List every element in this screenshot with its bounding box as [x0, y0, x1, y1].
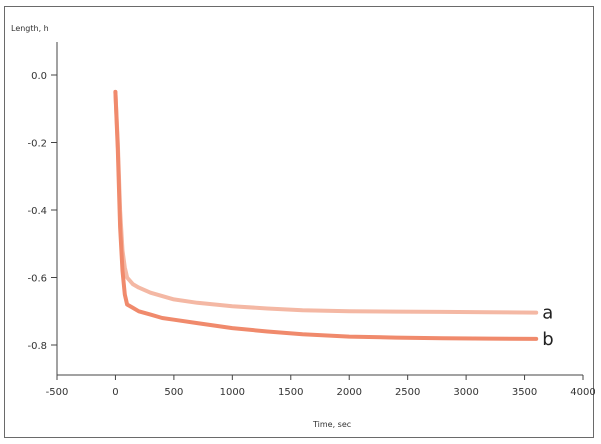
series-label-b: b — [542, 329, 553, 350]
x-tick-label: 1000 — [220, 387, 245, 398]
y-tick-label: -0.4 — [27, 206, 47, 217]
x-axis-label: Time, sec — [312, 420, 351, 429]
x-tick-label: 500 — [164, 387, 183, 398]
line-chart: Length, h Time, sec -500 0 500 1000 1500 2000… — [11, 24, 595, 429]
chart-frame: Length, h Time, sec -500 0 500 1000 1500 2000… — [4, 6, 595, 438]
x-tick-label: 2000 — [336, 387, 361, 398]
y-tick-label: -0.2 — [27, 139, 47, 150]
series-line-a — [113, 89, 539, 315]
y-tick-label: -0.8 — [27, 341, 47, 352]
x-tick-label: 0 — [112, 387, 118, 398]
x-tick-label: 3000 — [453, 387, 478, 398]
series-line-b — [113, 89, 539, 341]
y-tick-label: -0.6 — [27, 274, 47, 285]
y-axis-label: Length, h — [11, 24, 49, 33]
series-label-a: a — [542, 303, 553, 324]
x-tick-label: 1500 — [278, 387, 303, 398]
x-tick-label: -500 — [46, 387, 69, 398]
x-tick-label: 4000 — [570, 387, 595, 398]
x-tick-label: 2500 — [395, 387, 420, 398]
y-tick-label: 0.0 — [31, 71, 47, 82]
x-tick-label: 3500 — [512, 387, 537, 398]
